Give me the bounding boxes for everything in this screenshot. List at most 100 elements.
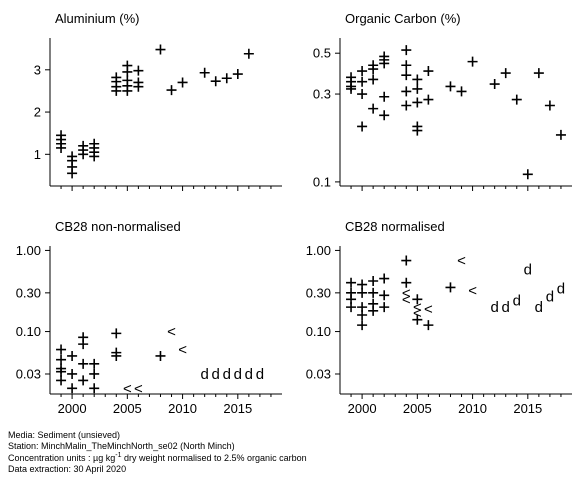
data-point <box>412 314 423 325</box>
data-point-d: d <box>513 293 521 310</box>
x-tick-label: 2005 <box>113 401 142 416</box>
y-tick-label: 1 <box>34 147 41 162</box>
panel-3: CB28 non-normalised 0.03 0.10 0.30 1.00 2000 2… <box>16 219 282 416</box>
data-point-less-than: < <box>413 299 422 316</box>
data-point <box>67 383 78 394</box>
footer-units: Concentration units : µg kg-1 dry weight… <box>8 451 307 464</box>
y-tick-label: 0.30 <box>306 285 331 300</box>
data-point <box>56 344 67 355</box>
data-point <box>155 44 166 55</box>
y-tick-label: 1.00 <box>306 243 331 258</box>
data-point <box>500 68 511 79</box>
y-tick-label: 0.03 <box>306 366 331 381</box>
data-point <box>379 51 390 62</box>
data-point <box>78 339 89 350</box>
data-point <box>210 76 221 87</box>
data-point <box>368 275 379 286</box>
data-point <box>401 45 412 56</box>
data-point <box>67 350 78 361</box>
data-point <box>357 310 368 320</box>
data-point <box>56 375 67 386</box>
data-point <box>379 273 390 284</box>
data-point <box>368 60 379 71</box>
footer: Media: Sediment (unsieved) Station: Minc… <box>8 430 307 474</box>
data-point-d: d <box>490 299 498 316</box>
data-point <box>111 72 122 83</box>
data-point <box>67 151 78 162</box>
data-point <box>368 103 379 114</box>
data-point-less-than: < <box>413 305 422 322</box>
data-point <box>56 354 67 365</box>
data-point <box>401 60 412 71</box>
data-point-d: d <box>535 299 543 316</box>
x-tick-label: 2000 <box>58 401 87 416</box>
y-tick-label: 1.00 <box>16 243 41 258</box>
data-point-less-than: < <box>123 380 132 397</box>
data-point-d: d <box>223 366 231 383</box>
data-point <box>78 358 89 369</box>
data-point-less-than: < <box>134 380 143 397</box>
data-point <box>357 320 368 331</box>
data-point <box>555 129 566 140</box>
data-point-d: d <box>502 299 510 316</box>
footer-media: Media: Sediment (unsieved) <box>8 430 121 440</box>
data-point <box>357 121 368 132</box>
panel-1: Aluminium (%) 1 2 3 <box>34 11 282 191</box>
data-point <box>401 277 412 288</box>
data-point <box>522 169 533 180</box>
data-point <box>346 277 357 288</box>
footer-units-sup: -1 <box>115 452 122 459</box>
data-point-d: d <box>546 289 554 306</box>
data-point <box>401 255 412 266</box>
data-point <box>489 79 500 90</box>
data-point <box>89 383 100 394</box>
data-point-d: d <box>256 366 264 383</box>
data-point <box>56 130 67 141</box>
data-point <box>412 294 423 305</box>
data-point-less-than: < <box>424 301 433 318</box>
data-point <box>133 65 144 76</box>
data-point <box>445 81 456 92</box>
data-point-less-than: < <box>402 285 411 302</box>
y-tick-label: 0.5 <box>313 46 331 61</box>
x-tick-label: 2015 <box>513 401 542 416</box>
data-point <box>357 89 368 100</box>
data-point <box>379 302 390 313</box>
data-point-d: d <box>245 366 253 383</box>
data-point <box>368 305 379 316</box>
footer-units-prefix: Concentration units : µg kg <box>8 453 116 463</box>
data-point-d: d <box>212 366 220 383</box>
data-point <box>456 86 467 97</box>
y-tick-label: 0.30 <box>16 285 41 300</box>
data-point <box>379 91 390 102</box>
data-point <box>346 72 357 83</box>
data-point <box>89 358 100 369</box>
data-point <box>357 76 368 87</box>
data-point <box>368 74 379 85</box>
data-point <box>357 66 368 77</box>
data-point <box>56 366 67 377</box>
panel-title: Aluminium (%) <box>55 11 140 26</box>
data-point <box>177 77 188 88</box>
data-point <box>379 110 390 121</box>
data-point <box>199 67 210 78</box>
data-point <box>401 70 412 81</box>
data-point-less-than: < <box>402 291 411 308</box>
data-point <box>412 121 423 132</box>
x-tick-label: 2010 <box>168 401 197 416</box>
data-point <box>511 94 522 105</box>
x-tick-label: 2015 <box>223 401 252 416</box>
data-point-d: d <box>557 280 565 297</box>
panel-2: Organic Carbon (%) 0.1 0.3 0.5 <box>313 11 572 191</box>
data-point <box>133 77 144 88</box>
data-point-less-than: < <box>178 342 187 359</box>
data-point <box>166 85 177 96</box>
data-point <box>78 140 89 151</box>
data-point <box>412 97 423 108</box>
panel-title: CB28 normalised <box>345 219 445 234</box>
data-point <box>221 73 232 84</box>
panel-title: Organic Carbon (%) <box>345 11 461 26</box>
data-point <box>412 83 423 94</box>
data-point <box>423 94 434 105</box>
